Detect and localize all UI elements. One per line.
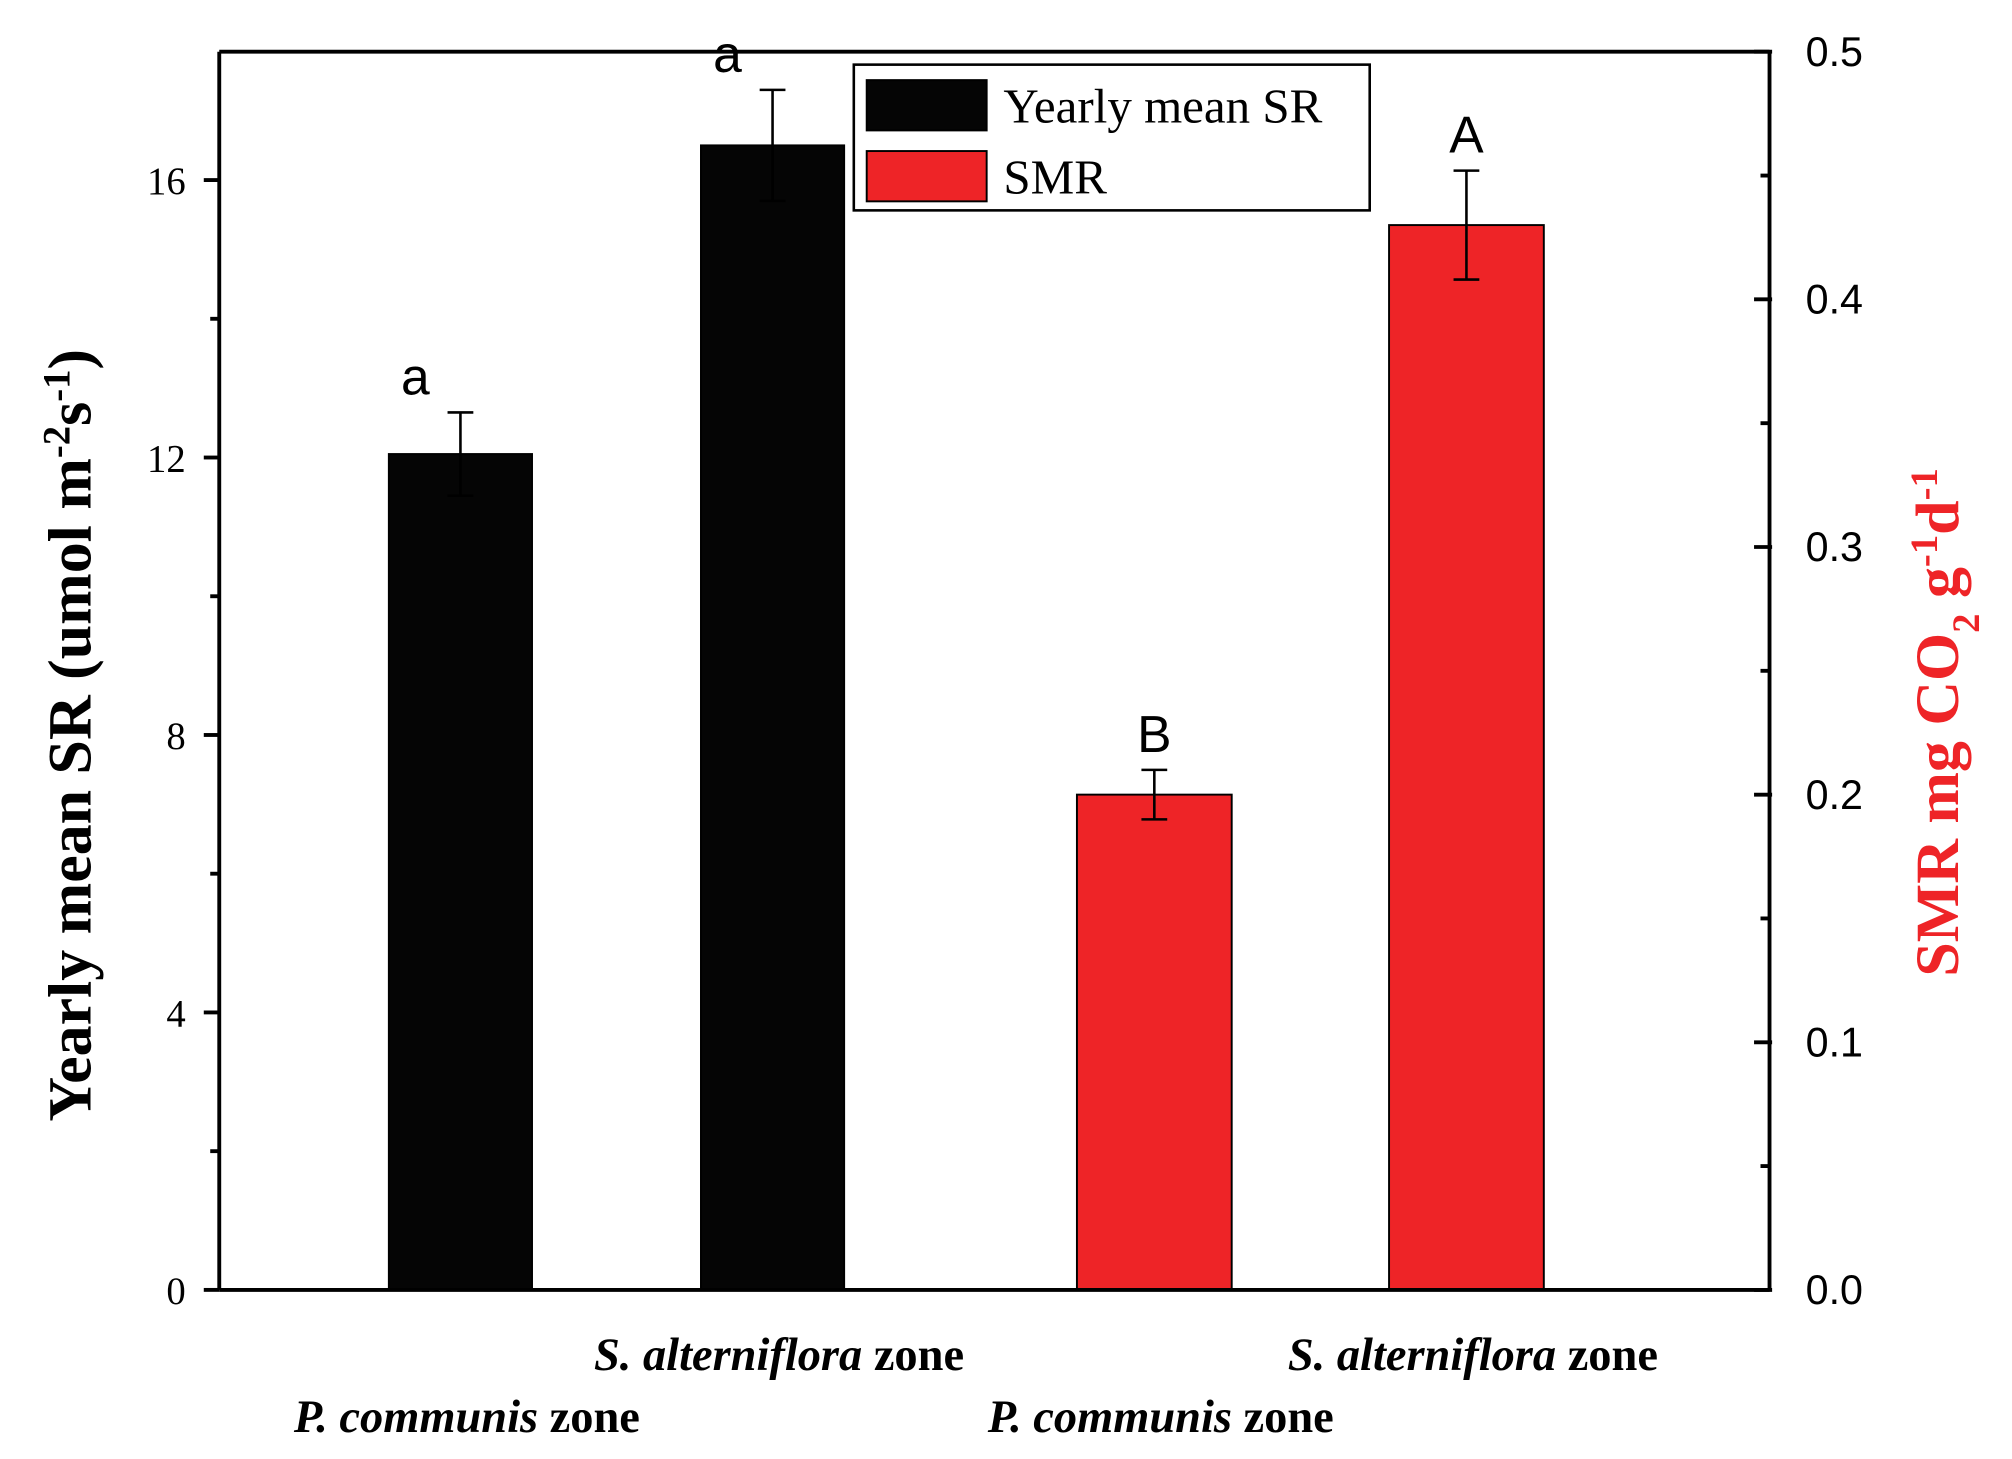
legend-label: Yearly mean SR xyxy=(1003,79,1322,134)
y-axis-label: Yearly mean SR (umol m-2s-1) xyxy=(36,349,104,1122)
y-tick-label: 4 xyxy=(166,994,185,1036)
category-suffix: zone xyxy=(874,1330,964,1381)
x-tick-label: S. alterniflora zone xyxy=(1288,1330,1658,1381)
y2-tick-label: 0.5 xyxy=(1806,29,1863,75)
y2-tick-label: 0.1 xyxy=(1806,1019,1863,1065)
category-species: P. communis xyxy=(293,1392,538,1443)
annotation: A xyxy=(1449,106,1484,164)
category-suffix: zone xyxy=(1244,1392,1334,1443)
y2-tick-label: 0.0 xyxy=(1806,1267,1863,1313)
axis-label-part: -1 xyxy=(1904,535,1946,567)
y-tick-label: 8 xyxy=(166,716,185,758)
y2-axis-label: SMR mg CO2 g-1d-1 xyxy=(1904,468,1988,976)
category-species: P. communis xyxy=(987,1392,1232,1443)
bar xyxy=(700,144,846,1291)
axis-label-part: 2 xyxy=(1946,613,1988,632)
y-tick-label: 12 xyxy=(147,439,186,481)
y2-tick-label: 0.3 xyxy=(1806,524,1863,570)
axis-label-part: -1 xyxy=(36,370,78,402)
annotation: a xyxy=(401,347,430,405)
y2-tick-label: 0.2 xyxy=(1806,772,1863,818)
category-species: S. alterniflora xyxy=(594,1330,862,1381)
axis-label-part: s xyxy=(36,402,104,426)
bar xyxy=(1388,224,1545,1291)
category-species: S. alterniflora xyxy=(1288,1330,1556,1381)
y-tick-label: 0 xyxy=(166,1271,185,1313)
legend-swatch xyxy=(865,150,988,203)
axis-label-part: SMR mg CO xyxy=(1904,633,1972,977)
x-tick-label: P. communis zone xyxy=(293,1392,640,1443)
bar xyxy=(387,453,533,1291)
x-tick-label: P. communis zone xyxy=(987,1392,1334,1443)
axis-label-part: -1 xyxy=(1904,468,1946,500)
x-tick-label: S. alterniflora zone xyxy=(594,1330,964,1381)
category-suffix: zone xyxy=(1568,1330,1658,1381)
axis-label-part: g xyxy=(1904,567,1972,613)
y-tick-label: 16 xyxy=(147,161,186,203)
legend-swatch xyxy=(865,79,988,132)
bar xyxy=(1075,793,1233,1291)
category-suffix: zone xyxy=(550,1392,640,1443)
axis-label-part: ) xyxy=(36,349,104,370)
annotation: B xyxy=(1137,705,1171,763)
annotation: a xyxy=(713,25,742,83)
y2-tick-label: 0.4 xyxy=(1806,277,1863,323)
legend-label: SMR xyxy=(1003,150,1107,205)
axis-label-part: -2 xyxy=(36,426,78,458)
axis-label-part: Yearly mean SR (umol m xyxy=(36,458,104,1122)
axis-label-part: d xyxy=(1904,500,1972,534)
